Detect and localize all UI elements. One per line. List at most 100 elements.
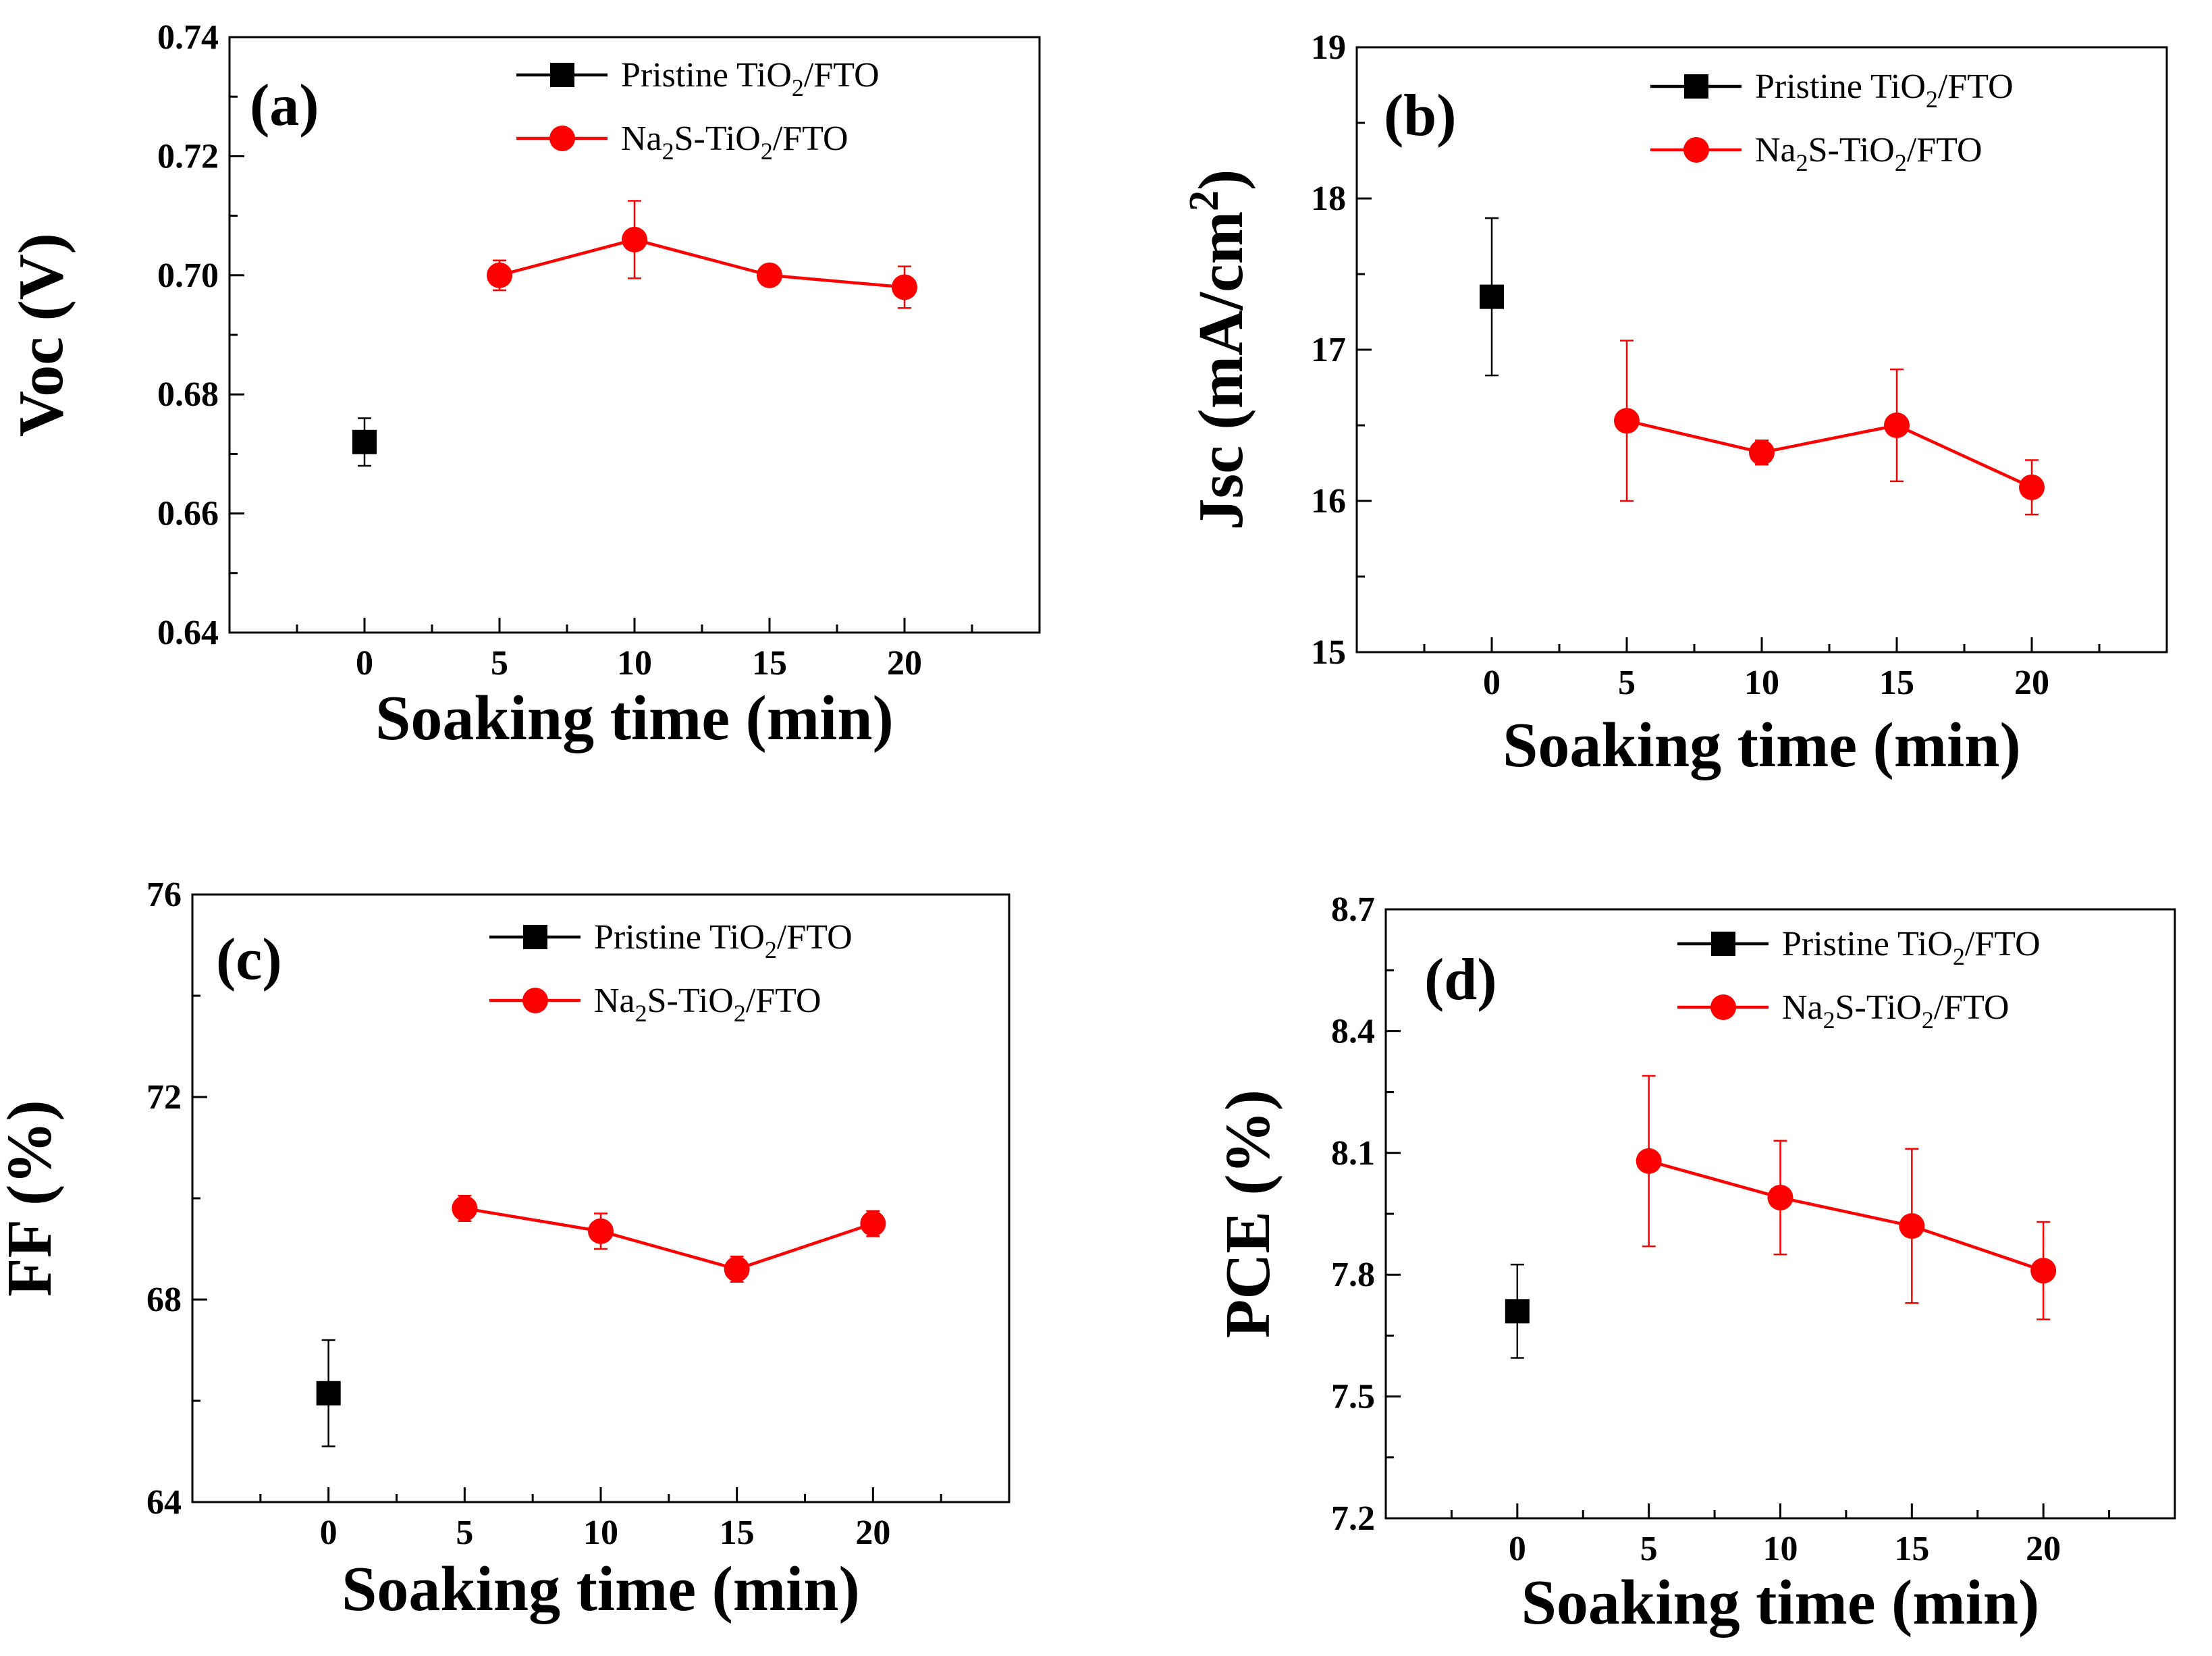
chart-panel-d: 0 5 10 15 20 7.2 7.5 7.8 8.1 8.4 8.7 Soaking time (… [1213,890,2176,1638]
legend-label-pristine: Pristine TiO2/FTO [1755,68,2014,113]
y-tick-label: 76 [146,876,182,914]
data-point-circle [452,1196,478,1221]
series-pristine [1480,217,1504,377]
data-point-circle [1749,439,1775,466]
chart-panel-b: 0 5 10 15 20 15 16 17 18 19 Soaking time (min) Jsc … [1181,28,2168,780]
data-point-circle [724,1256,750,1282]
data-point-circle [2030,1258,2057,1284]
y-tick-label: 0.74 [157,18,219,57]
data-point-square [352,429,377,454]
y-tick-label: 0.64 [157,614,219,652]
x-tick-label: 0 [356,644,373,683]
data-point-circle [588,1218,614,1244]
data-point-circle [487,262,512,288]
legend-marker-pristine [1684,74,1708,99]
legend-marker-pristine [523,925,547,949]
data-point-circle [757,262,782,288]
legend: Pristine TiO2/FTO Na2S-TiO2/FTO [516,56,880,165]
data-point-circle [1767,1184,1793,1210]
y-tick-label: 64 [146,1483,182,1522]
data-point-circle [860,1210,886,1237]
data-point-square [316,1381,341,1406]
data-point-square [1480,284,1504,309]
data-point-circle [2019,474,2045,500]
legend: Pristine TiO2/FTO Na2S-TiO2/FTO [489,918,853,1027]
legend: Pristine TiO2/FTO Na2S-TiO2/FTO [1650,68,2014,176]
legend-marker-na2s [549,126,575,151]
chart-panel-a: 0 5 10 15 20 0.64 0.66 0.68 0.70 0.72 0.74 Soaking … [6,18,1041,753]
data-point-circle [1884,412,1910,438]
x-tick-label: 5 [1618,664,1636,702]
x-tick-label: 20 [855,1514,890,1552]
x-tick-label: 5 [456,1514,473,1552]
series-na2s [1636,1075,2057,1320]
y-axis-title: PCE (%) [1213,1090,1283,1338]
y-tick-label: 8.7 [1331,890,1375,929]
series-pristine [352,417,377,467]
x-tick-label: 10 [583,1514,618,1552]
y-tick-label: 19 [1311,28,1346,67]
y-tick-label: 17 [1311,331,1346,369]
legend-label-na2s: Na2S-TiO2/FTO [621,119,848,165]
x-tick-label: 15 [1894,1530,1929,1568]
series-line [464,1206,874,1271]
x-axis-title: Soaking time (min) [375,683,894,753]
data-point-circle [1899,1213,1925,1239]
series-na2s [487,200,917,309]
series-line [499,238,905,289]
legend-marker-na2s [1683,137,1709,163]
y-tick-label: 0.68 [157,375,219,414]
series-line [1648,1159,2044,1273]
x-axis-title: Soaking time (min) [342,1554,860,1624]
x-tick-label: 10 [617,644,652,683]
y-axis-title-superscript: 2 [1181,190,1227,211]
x-tick-label: 20 [2026,1530,2061,1568]
x-tick-label: 15 [720,1514,755,1552]
x-tick-label: 10 [1744,664,1779,702]
y-tick-label: 68 [146,1281,182,1319]
y-tick-label: 8.1 [1331,1134,1375,1173]
y-tick-label: 7.8 [1331,1256,1375,1294]
x-tick-label: 20 [887,644,922,683]
legend-label-pristine: Pristine TiO2/FTO [621,56,880,101]
panel-label: (b) [1384,83,1457,149]
y-tick-label: 8.4 [1331,1012,1375,1050]
x-tick-label: 15 [752,644,787,683]
legend-marker-na2s [1710,994,1736,1020]
series-na2s [1614,340,2045,516]
x-tick-label: 0 [320,1514,338,1552]
x-tick-label: 10 [1763,1530,1798,1568]
series-pristine [1505,1263,1530,1359]
series-line [1626,419,2032,489]
legend-label-pristine: Pristine TiO2/FTO [1782,925,2041,970]
x-tick-label: 5 [1640,1530,1658,1568]
x-tick-label: 0 [1483,664,1501,702]
data-point-circle [892,274,917,300]
panel-label: (c) [216,927,282,992]
y-tick-label: 16 [1311,482,1346,520]
legend-label-na2s: Na2S-TiO2/FTO [594,982,821,1027]
x-axis-title: Soaking time (min) [1503,710,2021,780]
data-point-circle [1636,1148,1662,1174]
panel-label: (d) [1424,947,1497,1013]
x-axis-title: Soaking time (min) [1521,1568,2040,1638]
x-tick-label: 5 [491,644,508,683]
y-axis-title: Voc (V) [6,233,76,437]
y-tick-label: 0.66 [157,495,219,533]
legend-label-na2s: Na2S-TiO2/FTO [1782,988,2009,1034]
y-tick-label: 15 [1311,633,1346,672]
y-tick-label: 0.70 [157,257,219,295]
y-tick-label: 0.72 [157,137,219,176]
legend-label-na2s: Na2S-TiO2/FTO [1755,131,1982,176]
legend-marker-pristine [1711,932,1735,956]
legend-label-pristine: Pristine TiO2/FTO [594,918,853,963]
series-pristine [316,1339,341,1447]
data-point-circle [1614,408,1640,434]
y-tick-label: 72 [146,1078,182,1117]
y-tick-label: 7.2 [1331,1499,1375,1538]
legend: Pristine TiO2/FTO Na2S-TiO2/FTO [1677,925,2041,1034]
y-axis-title: FF (%) [0,1100,65,1296]
legend-marker-na2s [522,988,548,1013]
data-point-square [1505,1299,1530,1324]
